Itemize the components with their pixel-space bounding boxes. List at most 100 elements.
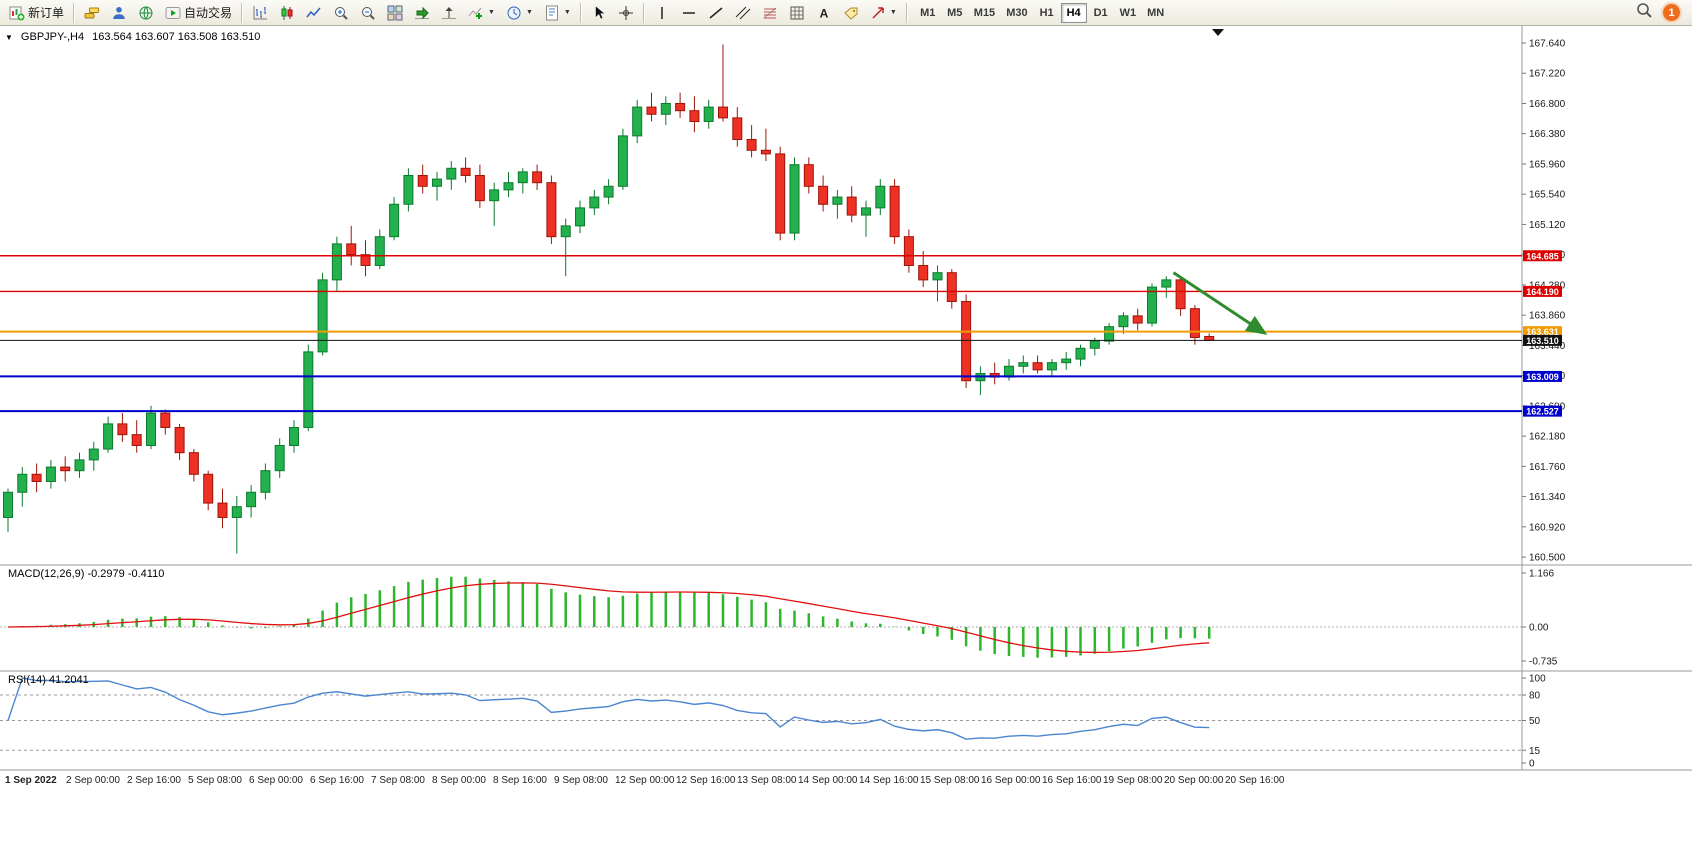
candle (989, 362, 1000, 385)
tile-windows-button[interactable] (382, 2, 408, 24)
trendline-button[interactable] (703, 2, 729, 24)
time-axis-label: 19 Sep 08:00 (1103, 775, 1163, 786)
rsi-axis-label: 100 (1529, 674, 1546, 685)
timeframe-d1[interactable]: D1 (1093, 6, 1108, 19)
navigator-button[interactable] (106, 2, 132, 24)
timeframe-h1[interactable]: H1 (1039, 6, 1054, 19)
new-order-label: 新订单 (28, 6, 65, 20)
candle (946, 269, 957, 309)
terminal-button[interactable] (133, 2, 159, 24)
zoom-out-button[interactable] (355, 2, 381, 24)
timeframe-m30[interactable]: M30 (1006, 6, 1028, 19)
price-axis-label: 163.860 (1529, 311, 1566, 322)
autotrading-icon (165, 5, 181, 21)
templates-button[interactable]: ▼ (539, 2, 576, 24)
candle (1032, 355, 1043, 374)
bar-chart-button[interactable] (247, 2, 273, 24)
candle (274, 438, 285, 478)
price-tag (1523, 334, 1562, 346)
vertical-line-button[interactable] (649, 2, 675, 24)
candle (818, 175, 829, 212)
timeframe-mn[interactable]: MN (1147, 6, 1165, 19)
price-axis-label: 166.380 (1529, 129, 1566, 140)
horizontal-line-button[interactable] (676, 2, 702, 24)
search-icon[interactable] (1636, 2, 1653, 24)
chart-shift-button[interactable] (436, 2, 462, 24)
timeframe-m5[interactable]: M5 (947, 6, 963, 19)
text-button[interactable]: A (811, 2, 837, 24)
candle (1061, 351, 1072, 370)
zoom-in-icon (333, 5, 349, 21)
chevron-down-icon: ▼ (563, 9, 571, 16)
candle (575, 200, 585, 234)
trend-arrow-annotation[interactable] (1172, 271, 1268, 335)
time-axis-label: 5 Sep 08:00 (188, 775, 242, 786)
candles-layer (3, 44, 1215, 554)
candle (961, 294, 972, 388)
shapes-button[interactable] (784, 2, 810, 24)
price-axis[interactable]: 167.640 167.220 166.800 166.380 165.960 165.5… (1522, 39, 1566, 770)
candle (489, 182, 500, 226)
candle (289, 420, 299, 453)
channel-button[interactable] (730, 2, 756, 24)
timeframe-m1[interactable]: M1 (920, 6, 936, 19)
label-tag-icon (843, 5, 859, 21)
macd-axis-label: 0.00 (1529, 623, 1549, 634)
candle (203, 470, 214, 511)
price-tag (1523, 326, 1562, 338)
candle (875, 179, 886, 216)
line-chart-icon (306, 5, 322, 21)
line-chart-button[interactable] (301, 2, 327, 24)
arrows-button[interactable]: ▼ (865, 2, 902, 24)
fibonacci-button[interactable] (757, 2, 783, 24)
chevron-down-icon: ▼ (488, 9, 495, 16)
time-axis-label: 12 Sep 00:00 (615, 775, 675, 786)
bar-chart-icon (252, 5, 268, 21)
candle (532, 164, 543, 190)
price-tag (1523, 405, 1562, 417)
label-button[interactable] (838, 2, 864, 24)
vertical-line-icon (654, 5, 670, 21)
periods-button[interactable]: ▼ (501, 2, 538, 24)
price-chart-canvas[interactable]: 167.640 167.220 166.800 166.380 165.960 165.5… (0, 26, 1692, 853)
crosshair-button[interactable] (613, 2, 639, 24)
cursor-button[interactable] (586, 2, 612, 24)
chart-shift-marker[interactable] (1212, 29, 1224, 36)
time-axis-label: 8 Sep 16:00 (493, 775, 547, 786)
candle (718, 44, 728, 122)
candle (317, 272, 328, 356)
time-axis-label: 2 Sep 16:00 (127, 775, 181, 786)
chevron-down-icon: ▼ (525, 9, 533, 16)
timeframe-w1[interactable]: W1 (1119, 6, 1137, 19)
panel-separators (0, 26, 1692, 771)
timeframe-h4[interactable]: H4 (1060, 2, 1087, 23)
new-order-button[interactable]: 新订单 (4, 2, 69, 24)
rsi-axis-label: 50 (1529, 716, 1541, 727)
notification-badge[interactable]: 1 (1663, 4, 1680, 21)
candle (789, 157, 800, 241)
market-watch-button[interactable] (79, 2, 105, 24)
time-axis-label: 14 Sep 16:00 (859, 775, 919, 786)
indicators-button[interactable]: ▼ (463, 2, 500, 24)
chart-ohlc-values: 163.564 163.607 163.508 163.510 (92, 31, 261, 43)
crosshair-icon (618, 5, 634, 21)
auto-scroll-button[interactable] (409, 2, 435, 24)
toolbar-separator (579, 2, 582, 23)
time-axis[interactable]: 1 Sep 2022 2 Sep 00:00 2 Sep 16:00 5 Sep 08… (5, 775, 1285, 786)
time-axis-label: 6 Sep 16:00 (310, 775, 364, 786)
one-click-trading-toggle[interactable]: ▼ (5, 32, 13, 42)
autotrading-button[interactable]: 自动交易 (160, 2, 237, 24)
candle (803, 157, 814, 194)
price-tag-label: 163.009 (1526, 372, 1559, 382)
candle (260, 463, 271, 500)
grid-shapes-icon (789, 5, 805, 21)
candle (346, 225, 357, 266)
candle (617, 128, 628, 190)
candlestick-chart-button[interactable] (274, 2, 300, 24)
zoom-in-button[interactable] (328, 2, 354, 24)
candle (389, 197, 400, 241)
time-axis-label: 16 Sep 00:00 (981, 775, 1041, 786)
timeframe-m15[interactable]: M15 (973, 6, 996, 19)
price-axis-label: 166.800 (1529, 99, 1566, 110)
rsi-axis-label: 80 (1529, 691, 1541, 702)
